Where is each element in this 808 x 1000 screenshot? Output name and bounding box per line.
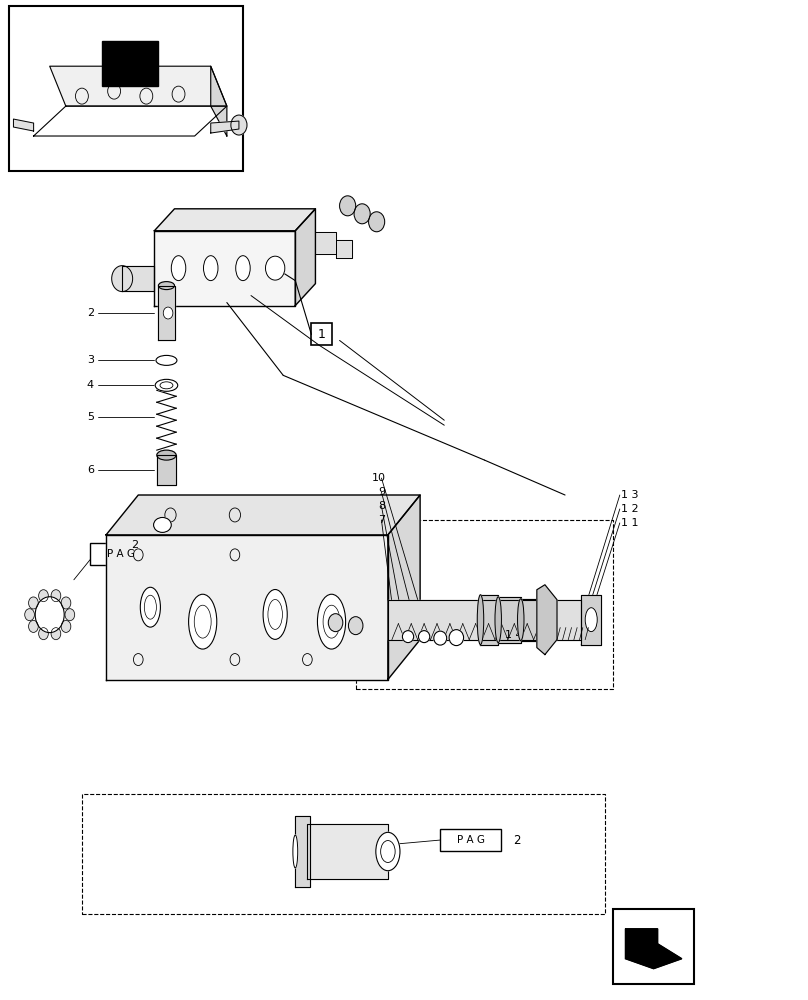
Text: 1 4: 1 4 (505, 630, 522, 640)
Ellipse shape (381, 841, 395, 862)
Ellipse shape (419, 631, 430, 643)
Polygon shape (14, 119, 34, 131)
Circle shape (28, 620, 38, 632)
Circle shape (61, 620, 71, 632)
Polygon shape (581, 595, 601, 645)
Circle shape (65, 609, 74, 621)
Ellipse shape (449, 630, 464, 646)
Polygon shape (211, 66, 227, 136)
Polygon shape (154, 231, 295, 306)
Circle shape (36, 597, 64, 633)
Circle shape (28, 597, 38, 609)
Text: 5: 5 (87, 412, 94, 422)
Ellipse shape (156, 355, 177, 365)
Circle shape (112, 266, 133, 292)
Text: 2: 2 (87, 308, 94, 318)
Polygon shape (307, 824, 388, 879)
Text: 2: 2 (513, 834, 520, 847)
Text: P A G: P A G (457, 835, 486, 845)
Polygon shape (481, 595, 499, 645)
Bar (10, 6, 243, 171)
Ellipse shape (495, 597, 502, 643)
Circle shape (339, 196, 356, 216)
Polygon shape (499, 597, 521, 643)
Text: 6: 6 (87, 465, 94, 475)
Bar (613, 909, 694, 984)
Polygon shape (625, 929, 682, 969)
Ellipse shape (292, 835, 297, 868)
Polygon shape (211, 121, 239, 133)
Ellipse shape (188, 594, 217, 649)
Circle shape (61, 597, 71, 609)
Circle shape (368, 212, 385, 232)
Circle shape (328, 614, 343, 632)
Polygon shape (154, 209, 315, 231)
Text: 10: 10 (372, 473, 385, 483)
Polygon shape (335, 240, 351, 258)
Ellipse shape (263, 590, 287, 639)
Ellipse shape (154, 517, 171, 532)
Ellipse shape (376, 832, 400, 871)
Text: 4: 4 (87, 380, 94, 390)
Circle shape (266, 256, 285, 280)
Text: 9: 9 (378, 487, 385, 497)
Polygon shape (521, 599, 537, 641)
Bar (311, 323, 331, 345)
Polygon shape (34, 106, 227, 136)
Polygon shape (158, 286, 175, 340)
Circle shape (163, 307, 173, 319)
Text: P A G: P A G (107, 549, 135, 559)
Ellipse shape (518, 599, 524, 641)
Polygon shape (157, 455, 176, 485)
Circle shape (39, 590, 48, 602)
Ellipse shape (155, 379, 178, 391)
Ellipse shape (402, 631, 414, 643)
Text: 7: 7 (378, 515, 385, 525)
Polygon shape (295, 209, 315, 306)
Text: 2: 2 (131, 540, 138, 550)
Bar (440, 829, 501, 851)
Ellipse shape (204, 256, 218, 281)
Polygon shape (106, 535, 388, 680)
Ellipse shape (585, 608, 597, 632)
Text: 1 2: 1 2 (621, 504, 639, 514)
Polygon shape (102, 41, 158, 86)
Text: 1 3: 1 3 (621, 490, 639, 500)
Text: 3: 3 (87, 355, 94, 365)
Polygon shape (50, 66, 227, 106)
Text: 1 1: 1 1 (621, 518, 639, 528)
Bar (90, 543, 150, 565)
Polygon shape (388, 495, 420, 680)
Ellipse shape (236, 256, 250, 281)
Circle shape (51, 590, 61, 602)
Polygon shape (106, 495, 420, 535)
Circle shape (51, 628, 61, 640)
Polygon shape (537, 585, 557, 655)
Text: 8: 8 (378, 501, 385, 511)
Polygon shape (388, 600, 581, 640)
Ellipse shape (171, 256, 186, 281)
Text: 1: 1 (318, 328, 326, 341)
Ellipse shape (158, 282, 175, 290)
Ellipse shape (434, 631, 447, 645)
Circle shape (354, 204, 370, 224)
Circle shape (231, 115, 247, 135)
Polygon shape (315, 232, 335, 254)
Ellipse shape (160, 382, 173, 389)
Polygon shape (295, 816, 309, 887)
Circle shape (39, 628, 48, 640)
Polygon shape (122, 266, 154, 291)
Circle shape (25, 609, 35, 621)
Ellipse shape (318, 594, 346, 649)
Ellipse shape (141, 587, 161, 627)
Ellipse shape (157, 450, 176, 460)
Ellipse shape (478, 595, 484, 645)
Circle shape (348, 617, 363, 635)
